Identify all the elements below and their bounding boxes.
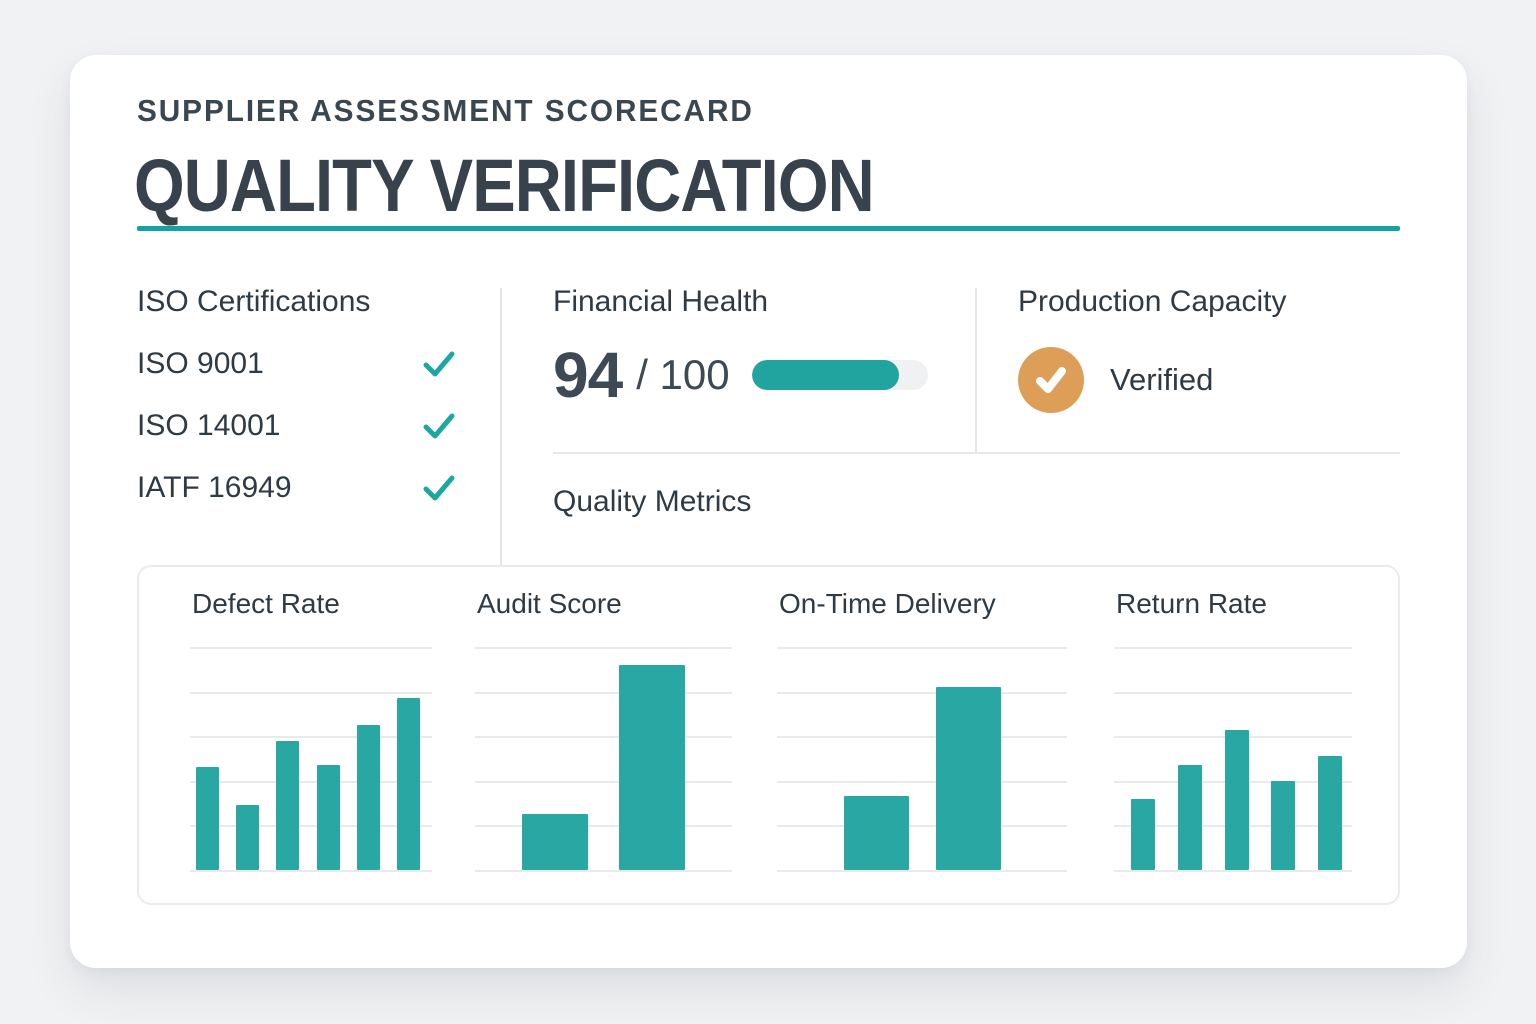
financial-score-value: 94 (553, 339, 623, 411)
capacity-status-label: Verified (1110, 362, 1214, 397)
financial-progress-track (751, 360, 928, 390)
gridline (1114, 870, 1352, 872)
chart-bar (1224, 729, 1249, 870)
bars-container (190, 647, 432, 870)
column-divider (500, 288, 502, 583)
gridline (190, 736, 432, 739)
gridline (777, 736, 1067, 739)
iso-item-label: ISO 14001 (137, 409, 281, 442)
chart-title: Audit Score (477, 588, 622, 619)
financial-heading: Financial Health (553, 285, 769, 318)
gridline (777, 825, 1067, 828)
production-capacity-section: Production Capacity Verified (1018, 285, 1286, 413)
chart-defect-rate: Defect Rate (190, 567, 432, 903)
column-divider (975, 288, 977, 452)
gridline (475, 825, 732, 828)
chart-audit-score: Audit Score (475, 567, 732, 903)
page-title: QUALITY VERIFICATION (134, 144, 875, 227)
chart-bar (356, 725, 380, 870)
chart-on-time-delivery: On-Time Delivery (777, 567, 1067, 903)
chart-bar (1271, 780, 1296, 870)
verified-badge (1018, 347, 1084, 413)
chart-title: On-Time Delivery (779, 588, 996, 619)
quality-metrics-panel: Defect Rate Audit Score On-Time Delivery… (137, 565, 1400, 905)
iso-item-9001: ISO 9001 (137, 347, 457, 381)
gridline (190, 691, 432, 694)
chart-bar (236, 805, 260, 870)
gridline (475, 691, 732, 694)
bars-container (475, 647, 732, 870)
iso-certifications-section: ISO Certifications ISO 9001 ISO 14001 IA… (137, 285, 457, 505)
section-divider (553, 452, 1400, 454)
gridline (190, 780, 432, 783)
chart-bar (843, 796, 909, 870)
check-icon (423, 475, 455, 501)
chart-bar (522, 814, 588, 870)
iso-item-label: IATF 16949 (137, 471, 292, 504)
chart-area (777, 647, 1067, 872)
gridline (475, 736, 732, 739)
chart-bar (396, 698, 420, 870)
chart-bar (1177, 765, 1202, 870)
gridline (777, 780, 1067, 783)
chart-bar (935, 687, 1001, 870)
chart-area (190, 647, 432, 872)
scorecard-card: SUPPLIER ASSESSMENT SCORECARD QUALITY VE… (70, 55, 1467, 968)
chart-area (475, 647, 732, 872)
gridline (777, 870, 1067, 872)
iso-item-14001: ISO 14001 (137, 409, 457, 443)
financial-progress-fill (751, 360, 900, 390)
iso-item-label: ISO 9001 (137, 347, 264, 380)
eyebrow-label: SUPPLIER ASSESSMENT SCORECARD (137, 93, 754, 128)
check-icon (1036, 367, 1066, 393)
quality-metrics-heading: Quality Metrics (553, 485, 752, 518)
capacity-heading: Production Capacity (1018, 285, 1287, 318)
chart-bar (1318, 756, 1342, 870)
gridline (475, 647, 732, 649)
gridline (190, 647, 432, 649)
check-icon (423, 413, 455, 439)
chart-return-rate: Return Rate (1114, 567, 1352, 903)
chart-title: Return Rate (1116, 588, 1267, 619)
bars-container (1114, 647, 1352, 870)
gridline (777, 647, 1067, 649)
capacity-status-row: Verified (1018, 347, 1286, 413)
gridline (1114, 691, 1352, 694)
iso-heading: ISO Certifications (137, 285, 371, 318)
financial-health-section: Financial Health 94 / 100 (553, 285, 928, 407)
accent-rule (137, 226, 1400, 231)
chart-bar (619, 664, 685, 870)
chart-bar (316, 765, 340, 870)
financial-score-max: / 100 (636, 351, 730, 398)
chart-area (1114, 647, 1352, 872)
chart-bar (276, 740, 300, 870)
gridline (190, 825, 432, 828)
iso-item-16949: IATF 16949 (137, 471, 457, 505)
gridline (1114, 647, 1352, 649)
bars-container (777, 647, 1067, 870)
chart-bar (196, 767, 219, 870)
chart-bar (1131, 798, 1155, 870)
financial-score-row: 94 / 100 (553, 343, 928, 407)
check-icon (423, 351, 455, 377)
gridline (190, 870, 432, 872)
chart-title: Defect Rate (192, 588, 340, 619)
gridline (475, 780, 732, 783)
gridline (777, 691, 1067, 694)
gridline (475, 870, 732, 872)
